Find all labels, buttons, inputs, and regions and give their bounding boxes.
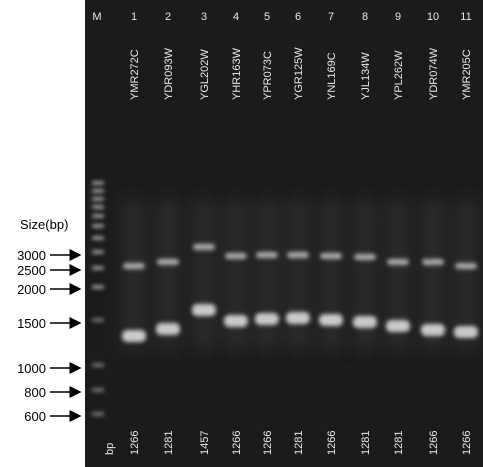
lane-name: YJL134W [360, 52, 372, 100]
lane-size: 1266 [461, 431, 473, 455]
lane-smear [224, 200, 248, 350]
ladder-band [92, 214, 104, 218]
size-marker-label: 2000 [17, 282, 46, 297]
lower-band [156, 323, 180, 335]
ladder-band [92, 197, 104, 201]
lane-name: YDR093W [163, 47, 175, 100]
lane-size: 1266 [129, 431, 141, 455]
lane-name: YPL262W [393, 50, 405, 100]
upper-band [354, 254, 376, 260]
lane-name: YPR073C [262, 51, 274, 100]
ladder-band [92, 285, 104, 289]
lane-size: 1281 [163, 431, 175, 455]
marker-lane-label: M [92, 11, 101, 23]
size-title: Size(bp) [20, 217, 68, 232]
size-marker-label: 1000 [17, 361, 46, 376]
gel-lanes: M bp 1 YMR272C 1266 2 YDR093W 1281 3 YGL202W 145… [92, 11, 478, 455]
upper-band [455, 263, 477, 269]
lower-band [224, 315, 248, 327]
ladder-band [92, 236, 104, 240]
lane-name: YMR205C [461, 49, 473, 100]
lower-band [286, 312, 310, 324]
lower-band [192, 304, 216, 316]
lane-size: 1281 [293, 431, 305, 455]
lane-name: YGL202W [199, 49, 211, 100]
ladder-band [92, 250, 104, 254]
size-marker-label: 2500 [17, 263, 46, 278]
lane-size: 1281 [393, 431, 405, 455]
lane-number: 9 [395, 11, 401, 23]
ladder-band [92, 388, 104, 392]
upper-band [193, 244, 215, 250]
lane-name: YHR163W [231, 47, 243, 100]
ladder-band [92, 318, 104, 322]
lane-number: 3 [201, 11, 207, 23]
lower-band [255, 313, 279, 325]
upper-band [225, 253, 247, 259]
upper-band [422, 259, 444, 265]
upper-band [320, 253, 342, 259]
lane-smear [192, 200, 216, 350]
lane-smear [454, 200, 478, 350]
upper-band [123, 263, 145, 269]
lower-band [122, 330, 146, 342]
ladder-band [92, 266, 104, 270]
lane-name: YMR272C [129, 49, 141, 100]
ladder-band [92, 363, 104, 367]
lane-smear [319, 200, 343, 350]
lane-size: 1281 [360, 431, 372, 455]
lane-name: YGR125W [293, 47, 305, 100]
lane-number: 7 [328, 11, 334, 23]
lower-band [454, 326, 478, 338]
lane-name: YNL169C [326, 52, 338, 100]
lower-band [319, 314, 343, 326]
unit-label: bp [104, 443, 116, 455]
size-marker-label: 800 [24, 385, 46, 400]
ladder-band [92, 189, 104, 193]
lane-number: 6 [295, 11, 301, 23]
lane-number: 8 [362, 11, 368, 23]
gel [85, 0, 483, 467]
upper-band [387, 259, 409, 265]
upper-band [256, 252, 278, 258]
lane-size: 1266 [231, 431, 243, 455]
lane-number: 10 [427, 11, 439, 23]
ladder-band [92, 412, 104, 416]
size-marker-label: 1500 [17, 316, 46, 331]
lane-smear [122, 200, 146, 350]
lane-size: 1266 [428, 431, 440, 455]
lane-number: 5 [264, 11, 270, 23]
lane-number: 11 [460, 11, 471, 23]
ladder-band [92, 224, 104, 228]
upper-band [287, 252, 309, 258]
lower-band [353, 316, 377, 328]
ladder-band [92, 181, 104, 185]
lane-smear [286, 200, 310, 350]
ladder-band [92, 205, 104, 209]
lane-number: 2 [165, 11, 171, 23]
lane-number: 4 [233, 11, 239, 23]
lane-size: 1266 [326, 431, 338, 455]
lane-number: 1 [131, 11, 137, 23]
lower-band [421, 324, 445, 336]
size-marker-label: 3000 [17, 248, 46, 263]
lane-name: YDR074W [428, 47, 440, 100]
upper-band [157, 259, 179, 265]
lane-size: 1266 [262, 431, 274, 455]
size-marker-label: 600 [24, 409, 46, 424]
lower-band [386, 320, 410, 332]
lane-size: 1457 [199, 431, 211, 455]
lane-smear [255, 200, 279, 350]
